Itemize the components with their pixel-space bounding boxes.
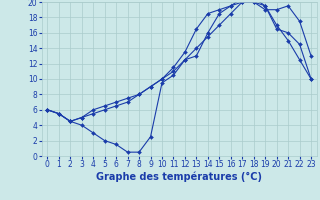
X-axis label: Graphe des températures (°C): Graphe des températures (°C) bbox=[96, 172, 262, 182]
